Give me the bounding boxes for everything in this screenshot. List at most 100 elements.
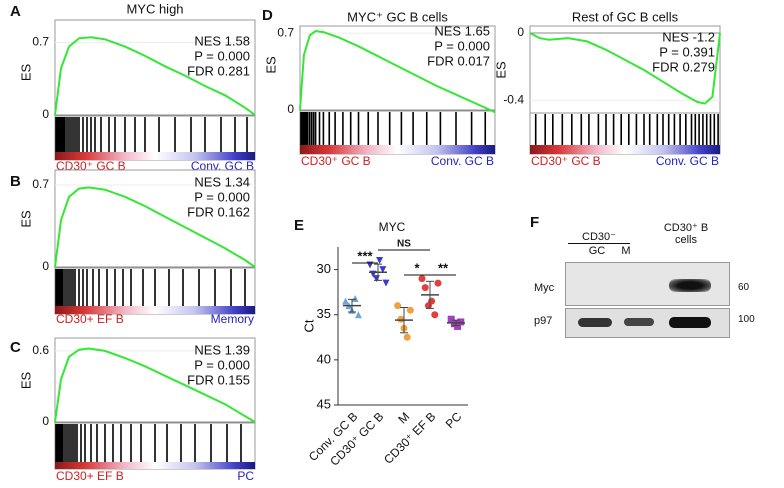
point: [457, 318, 465, 326]
y-tick-label: 45: [317, 396, 331, 411]
band: [669, 317, 711, 328]
y-tick-label: 0: [42, 107, 49, 121]
y-axis-label: Ct: [301, 319, 316, 332]
stat-label: P = 0.000: [434, 38, 490, 53]
sig-label: ***: [357, 248, 373, 263]
left-label: CD30+ EF B: [56, 312, 124, 326]
stat-label: P = 0.391: [659, 44, 715, 59]
blot-p97: [565, 308, 730, 338]
mw-marker: 60: [738, 282, 750, 293]
stat-label: P = 0.000: [194, 357, 250, 372]
es-curve: [529, 32, 721, 105]
right-label: Conv. GC B: [431, 154, 494, 168]
band: [669, 279, 711, 292]
y-tick-label: 0.6: [32, 343, 49, 357]
stat-label: P = 0.000: [194, 189, 250, 204]
panel-letter: E: [294, 217, 304, 234]
band: [624, 318, 654, 326]
y-tick-label: 35: [317, 306, 331, 321]
mw-marker: 100: [738, 314, 755, 325]
rank-gradient: [55, 152, 255, 160]
right-label: Memory: [211, 312, 254, 326]
point: [431, 311, 439, 319]
y-tick-label: -0.4: [503, 92, 524, 106]
left-label: CD30⁺ GC B: [56, 159, 126, 173]
y-tick-label: 0: [517, 25, 524, 39]
y-axis-label: ES: [18, 64, 33, 82]
stat-label: FDR 0.017: [427, 53, 490, 68]
y-tick-label: 0: [42, 259, 49, 273]
es-curve: [54, 36, 256, 116]
point: [382, 279, 390, 287]
panel-letter: A: [10, 3, 21, 20]
y-axis-label: ES: [263, 56, 278, 74]
stat-label: FDR 0.281: [187, 63, 250, 78]
point: [394, 302, 402, 310]
chart-title: MYC high: [126, 1, 183, 16]
blot-myc: [565, 262, 730, 306]
y-tick-label: 0: [42, 414, 49, 428]
point: [397, 315, 405, 323]
right-label: Conv. GC B: [191, 159, 254, 173]
point: [372, 275, 380, 283]
point: [434, 279, 442, 287]
rank-gradient: [530, 145, 720, 154]
right-label: PC: [237, 469, 254, 483]
point: [379, 266, 387, 274]
point: [454, 322, 462, 330]
point: [421, 284, 429, 292]
y-tick-label: 0.7: [32, 35, 49, 49]
rank-gradient: [300, 145, 495, 154]
chart-title: Rest of GC B cells: [572, 9, 679, 24]
point: [406, 306, 414, 314]
es-curve: [54, 186, 256, 268]
rank-gradient: [55, 462, 255, 469]
y-tick-label: 0.7: [277, 25, 294, 39]
left-label: CD30⁺ GC B: [531, 154, 601, 168]
lane-label: M: [621, 245, 631, 257]
point: [403, 333, 411, 341]
band: [578, 318, 612, 327]
es-curve: [299, 29, 496, 114]
x-tick-label: M: [395, 409, 412, 426]
stat-label: FDR 0.279: [652, 59, 715, 74]
point: [376, 257, 384, 265]
group-label: CD30⁻: [568, 230, 630, 244]
left-label: CD30⁺ GC B: [301, 154, 371, 168]
stat-label: FDR 0.155: [187, 372, 250, 387]
stat-label: NES 1.65: [434, 23, 490, 38]
point: [428, 297, 436, 305]
row-label: Myc: [534, 282, 555, 294]
stat-label: NES 1.34: [194, 174, 250, 189]
chart-title: MYC⁺ GC B cells: [347, 9, 448, 24]
left-label: CD30+ EF B: [56, 469, 124, 483]
point: [447, 315, 455, 323]
rank-gradient: [55, 306, 255, 314]
sig-label: *: [414, 260, 420, 275]
panel-letter: C: [10, 339, 21, 356]
sig-label: NS: [397, 239, 411, 250]
x-tick-label: PC: [443, 409, 465, 431]
y-tick-label: 0: [287, 102, 294, 116]
stat-label: P = 0.000: [194, 48, 250, 63]
lane-label: GC: [588, 245, 606, 257]
sig-label: **: [438, 260, 449, 275]
panel-letter: B: [10, 173, 21, 190]
y-tick-label: 40: [317, 351, 331, 366]
point: [354, 311, 362, 319]
point: [351, 294, 359, 302]
stat-label: NES 1.58: [194, 33, 250, 48]
y-axis-label: ES: [18, 372, 33, 390]
y-tick-label: 0.7: [32, 177, 49, 191]
es-curve: [54, 347, 256, 423]
row-label: p97: [534, 315, 553, 327]
point: [418, 275, 426, 283]
panel-letter: D: [262, 7, 273, 24]
chart-title: MYC: [379, 220, 406, 234]
stat-label: FDR 0.162: [187, 204, 250, 219]
y-tick-label: 30: [317, 261, 331, 276]
y-axis-label: ES: [493, 61, 508, 79]
stat-label: NES 1.39: [194, 342, 250, 357]
lane-label: CD30⁺ B cells: [663, 222, 709, 246]
